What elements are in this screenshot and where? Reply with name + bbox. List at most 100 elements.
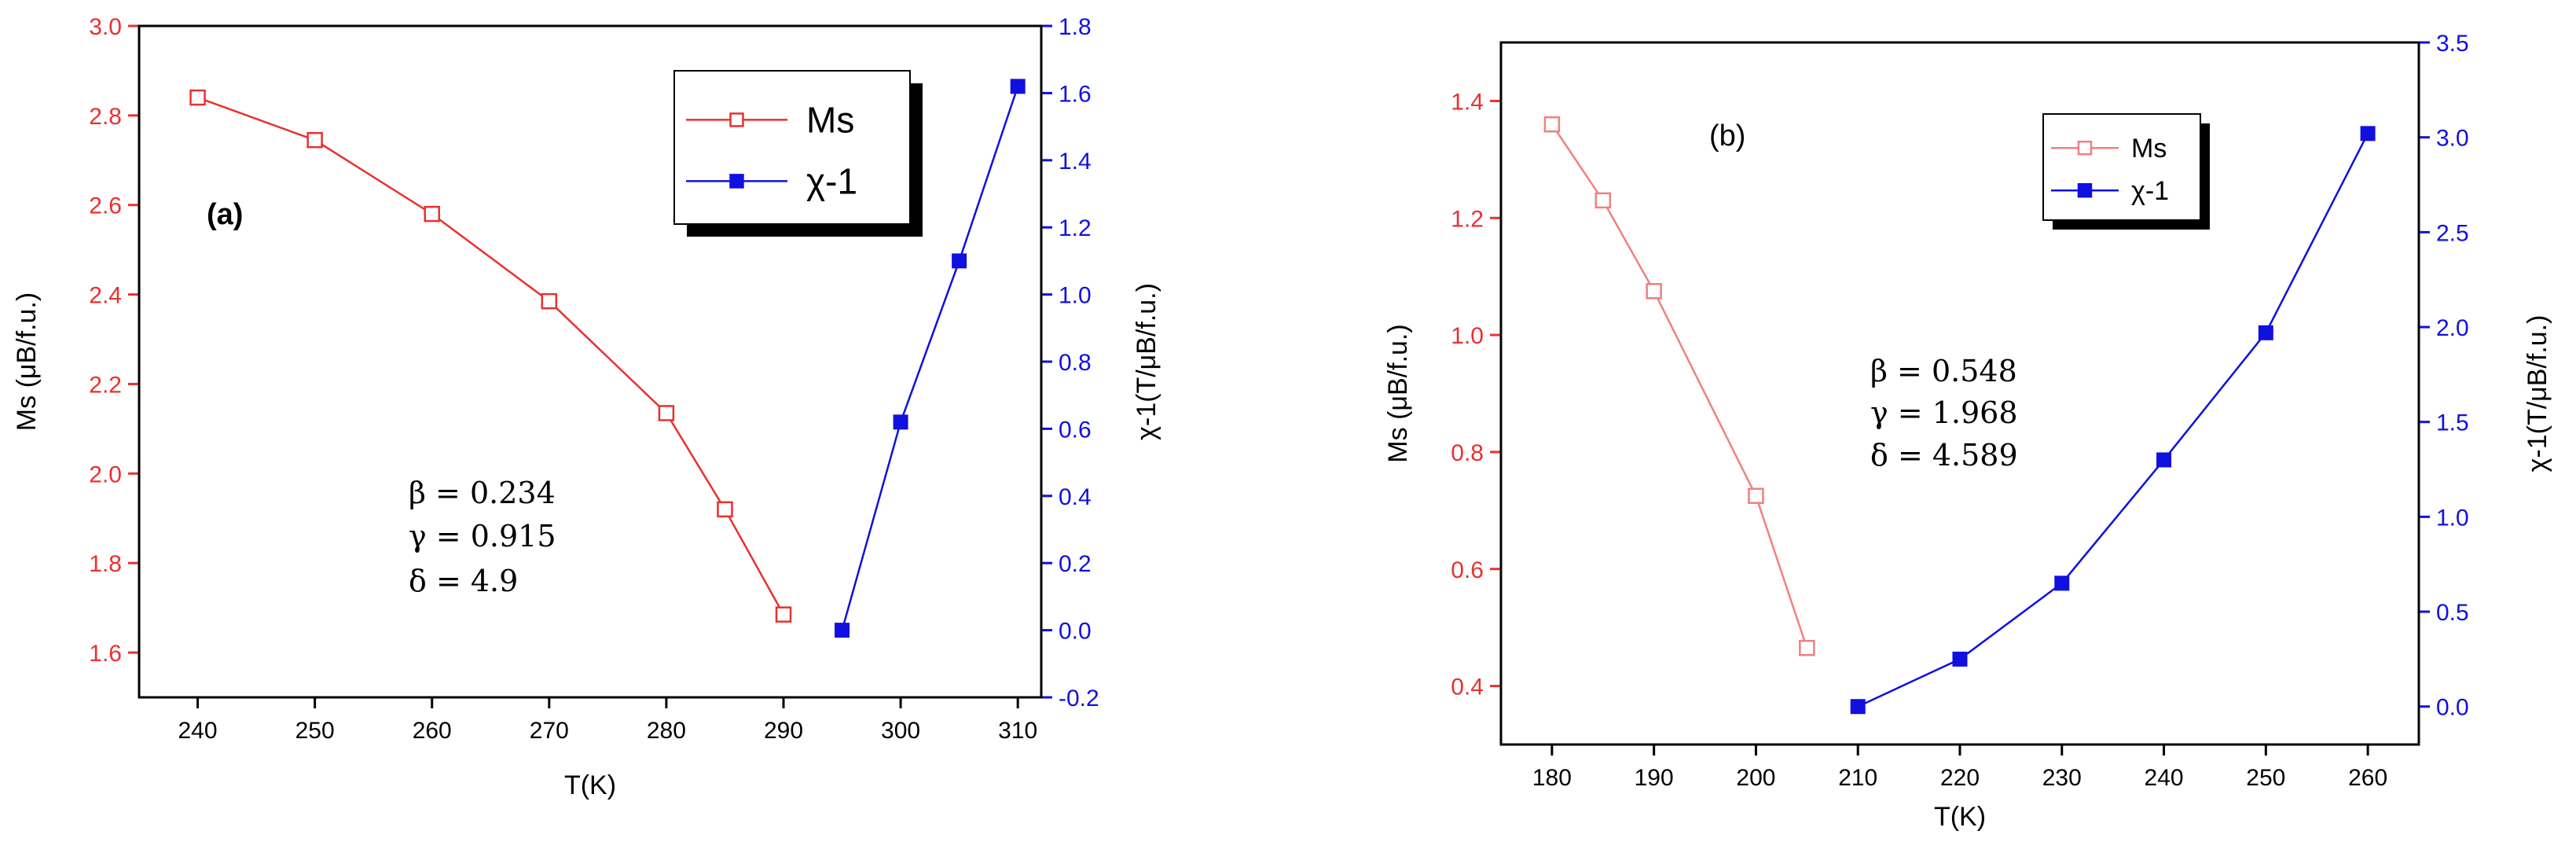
legend-box: [673, 70, 911, 225]
chart-b-frame: [1499, 41, 2420, 746]
param-text: δ = 4.589: [1870, 438, 2018, 472]
y-tick-label: 0.4: [1451, 675, 1484, 700]
x-tick-label: 210: [1838, 765, 1877, 791]
x-tick-label: 290: [764, 718, 803, 744]
x-tick-label: 250: [2246, 765, 2285, 791]
x-tick-label: 310: [998, 718, 1037, 744]
x-tick-label: 230: [2042, 765, 2082, 791]
data-point: [835, 623, 850, 638]
x-tick-label: 240: [178, 718, 218, 744]
y2-tick-label: 0.0: [2436, 695, 2469, 721]
y-tick-label: 2.4: [89, 283, 122, 309]
x-tick-label: 300: [881, 718, 920, 744]
y2-axis-label-b: χ-1(T/μB/f.u.): [2523, 315, 2552, 472]
param-text: γ = 0.915: [409, 519, 556, 553]
x-tick-label: 250: [295, 718, 335, 744]
y-tick-label: 1.4: [1451, 89, 1484, 115]
y2-tick-label: 0.8: [1059, 350, 1092, 376]
x-tick-label: 180: [1532, 765, 1572, 791]
data-point: [424, 205, 440, 222]
data-point: [1646, 283, 1662, 300]
y2-tick-label: 0.0: [1059, 619, 1092, 645]
x-tick-label: 270: [530, 718, 569, 744]
data-point: [1799, 639, 1815, 656]
chart-b-ticks: 180 190 200 210 220 230 240 250 260 0.4 0.6 0.8 1.0 1…: [1451, 31, 2468, 791]
y-tick-label: 1.2: [1451, 206, 1484, 232]
x-axis-label-b: T(K): [1934, 802, 1986, 832]
legend-box: [2042, 113, 2201, 221]
x-tick-label: 260: [2348, 765, 2387, 791]
y-tick-label: 1.8: [89, 551, 122, 577]
data-point: [893, 414, 908, 430]
x-tick-label: 200: [1736, 765, 1775, 791]
chart-a-series: [189, 79, 1026, 638]
y2-tick-label: 0.4: [1059, 484, 1092, 510]
x-tick-label: 220: [1940, 765, 1980, 791]
y2-tick-label: 0.5: [2436, 600, 2469, 626]
data-point: [1594, 192, 1612, 209]
y-axis-label-b: Ms (μB/f.u.): [1383, 324, 1413, 462]
data-point: [1010, 79, 1026, 94]
chart-panel-b: 180 190 200 210 220 230 240 250 260 0.4 0.6 0.8 1.0 1…: [1383, 31, 2552, 832]
legend-marker: [2077, 182, 2093, 198]
x-tick-label: 240: [2145, 765, 2184, 791]
params-a: β = 0.234 γ = 0.915 δ = 4.9: [409, 476, 556, 598]
y2-tick-label: 3.5: [2436, 31, 2469, 57]
data-point: [1850, 699, 1866, 715]
x-tick-label: 280: [647, 718, 686, 744]
legend-entry: χ-1: [806, 161, 857, 202]
data-point: [2258, 325, 2273, 340]
legend-marker: [729, 112, 744, 127]
data-point: [306, 131, 323, 149]
y2-tick-label: 0.6: [1059, 417, 1092, 443]
y2-tick-label: 1.5: [2436, 410, 2469, 436]
y-tick-label: 2.2: [89, 372, 122, 398]
y-tick-label: 3.0: [89, 14, 122, 40]
y2-tick-label: 1.0: [2436, 505, 2469, 531]
data-point: [1952, 651, 1968, 667]
y2-tick-label: 1.0: [1059, 283, 1092, 309]
x-tick-label: 260: [413, 718, 452, 744]
data-point: [1543, 116, 1561, 133]
legend-b: Ms χ-1: [2042, 113, 2210, 230]
legend-entry: Ms: [2131, 134, 2167, 164]
y2-tick-label: 0.2: [1059, 551, 1092, 577]
data-point: [717, 501, 733, 518]
data-point: [658, 405, 675, 421]
data-point: [2156, 452, 2172, 468]
panel-label-a: (a): [207, 198, 243, 231]
y-tick-label: 2.0: [89, 461, 122, 487]
data-point: [541, 292, 558, 310]
x-tick-label: 190: [1635, 765, 1674, 791]
param-text: δ = 4.9: [409, 564, 518, 598]
data-point: [2054, 575, 2070, 591]
y2-tick-label: 2.5: [2436, 220, 2469, 246]
y2-axis-label-a: χ-1(T/μB/f.u.): [1132, 283, 1161, 440]
chart-b-series: [1543, 116, 2376, 715]
panel-label-b: (b): [1709, 119, 1745, 153]
legend-entry: χ-1: [2131, 176, 2169, 206]
data-point: [189, 89, 206, 106]
param-text: β = 0.234: [409, 476, 556, 510]
y2-tick-label: 1.4: [1059, 149, 1092, 175]
y-tick-label: 2.6: [89, 193, 122, 219]
series-line: [1550, 123, 1808, 649]
y2-tick-label: -0.2: [1059, 686, 1099, 711]
chart-a-ticks: 240 250 260 270 280 290 300 310 1.6 1.8 2.0 2.2 2.4 2…: [89, 14, 1099, 744]
y-tick-label: 0.6: [1451, 557, 1484, 583]
y-tick-label: 1.6: [89, 641, 122, 667]
params-b: β = 0.548 γ = 1.968 δ = 4.589: [1870, 354, 2018, 472]
data-point: [775, 606, 792, 623]
series-line: [1857, 133, 2369, 708]
series-line: [841, 86, 1019, 631]
legend-a: Ms χ-1: [673, 70, 923, 237]
chart-panel-a: 240 250 260 270 280 290 300 310 1.6 1.8 2.0 2.2 2.4 2…: [12, 14, 1161, 800]
y2-tick-label: 1.2: [1059, 215, 1092, 241]
y-tick-label: 2.8: [89, 104, 122, 130]
param-text: γ = 1.968: [1870, 395, 2018, 430]
legend-entry: Ms: [806, 100, 854, 141]
y-tick-label: 0.8: [1451, 440, 1484, 466]
y2-tick-label: 2.0: [2436, 315, 2469, 341]
y-tick-label: 1.0: [1451, 323, 1484, 349]
